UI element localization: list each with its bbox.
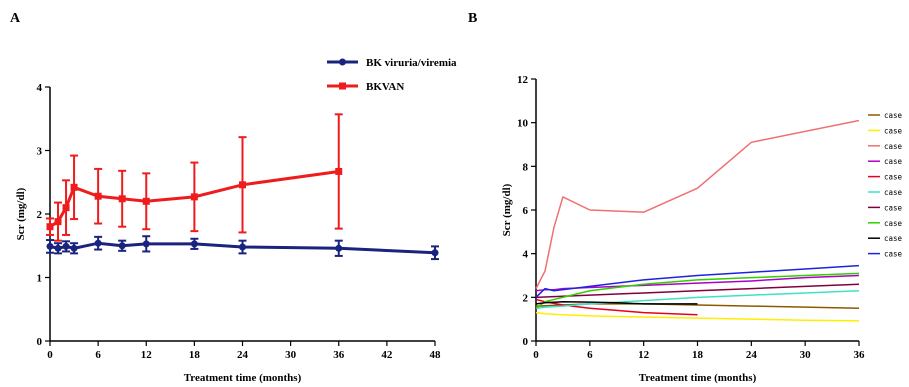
data-point xyxy=(46,242,54,250)
legend-marker xyxy=(339,58,346,66)
data-point xyxy=(94,192,102,200)
legend-label: case xyxy=(884,219,903,228)
data-point xyxy=(190,240,198,248)
legend-label: BKVAN xyxy=(366,81,404,93)
panel-a-x-tick-label: 12 xyxy=(141,349,153,361)
data-point xyxy=(46,223,54,231)
panel-a-y-tick-label: 3 xyxy=(37,146,43,158)
data-point xyxy=(239,181,246,189)
data-point xyxy=(239,243,246,251)
panel-b-x-tick-label: 24 xyxy=(746,349,758,361)
panel-a-y-tick-label: 4 xyxy=(37,82,43,94)
legend-label: case xyxy=(884,250,903,259)
legend-label: case xyxy=(884,126,903,135)
panel-b-y-tick-label: 12 xyxy=(517,74,529,86)
series-line xyxy=(535,283,860,299)
data-point xyxy=(94,239,102,247)
data-point xyxy=(62,204,70,212)
panel-a-y-tick-label: 2 xyxy=(37,209,43,221)
panel-a-x-tick-label: 30 xyxy=(285,349,297,361)
panel-a-label: A xyxy=(10,11,21,26)
legend-label: BK viruria/viremia xyxy=(366,57,457,69)
legend-label: case xyxy=(884,173,903,182)
panel-a-x-tick-label: 18 xyxy=(189,349,201,361)
panel-b-x-tick-label: 12 xyxy=(638,349,650,361)
series-line xyxy=(535,311,860,322)
panel-b-y-tick-label: 6 xyxy=(523,205,529,217)
series-line xyxy=(535,119,860,289)
series-line xyxy=(49,169,339,228)
series-line xyxy=(535,290,860,309)
data-point xyxy=(54,218,62,226)
legend-label: case xyxy=(884,157,903,166)
data-point xyxy=(62,242,70,250)
panel-a-x-tick-label: 42 xyxy=(381,349,393,361)
series-line xyxy=(535,274,860,292)
legend-marker xyxy=(339,82,346,90)
legend-label: case xyxy=(884,142,903,151)
panel-a-x-tick-label: 24 xyxy=(237,349,249,361)
panel-b-label: B xyxy=(468,11,477,26)
panel-a-y-tick-label: 0 xyxy=(37,336,43,348)
panel-b-x-tick-label: 6 xyxy=(587,349,593,361)
data-point xyxy=(431,249,439,257)
panel-a-x-tick-label: 48 xyxy=(430,349,442,361)
legend-label: case xyxy=(884,234,903,243)
panel-b-x-axis-label: Treatment time (months) xyxy=(639,372,757,384)
legend-label: case xyxy=(884,111,903,120)
panel-b-y-tick-label: 0 xyxy=(523,336,529,348)
legend-label: case xyxy=(884,203,903,212)
panel-b-y-tick-label: 2 xyxy=(523,292,529,304)
data-point xyxy=(70,244,78,252)
panel-a-x-axis-label: Treatment time (months) xyxy=(184,372,302,384)
panel-a-x-tick-label: 36 xyxy=(333,349,345,361)
panel-a-x-tick-label: 6 xyxy=(95,349,101,361)
data-point xyxy=(70,183,78,191)
panel-b-x-tick-label: 36 xyxy=(854,349,866,361)
panel-b-x-tick-label: 18 xyxy=(692,349,704,361)
series-line xyxy=(535,272,860,309)
panel-b-y-tick-label: 10 xyxy=(517,118,529,130)
panel-b-y-tick-label: 4 xyxy=(523,249,529,261)
data-point xyxy=(54,244,62,252)
series-line xyxy=(535,264,860,298)
panel-b-x-tick-label: 30 xyxy=(800,349,812,361)
series-line xyxy=(535,300,698,305)
panel-a-x-tick-label: 0 xyxy=(47,349,53,361)
data-point xyxy=(118,195,126,203)
panel-b-y-tick-label: 8 xyxy=(523,161,529,173)
data-point xyxy=(142,240,150,248)
data-point xyxy=(118,242,126,250)
data-point xyxy=(142,197,150,205)
panel-b-y-axis-label: Scr (mg/dl) xyxy=(501,183,513,236)
data-point xyxy=(190,193,198,201)
legend-label: case xyxy=(884,188,903,197)
panel-b-x-tick-label: 0 xyxy=(533,349,539,361)
panel-a-y-tick-label: 1 xyxy=(37,273,43,285)
panel-a-y-axis-label: Scr (mg/dl) xyxy=(15,187,27,240)
data-point xyxy=(335,167,343,175)
data-point xyxy=(335,244,343,252)
